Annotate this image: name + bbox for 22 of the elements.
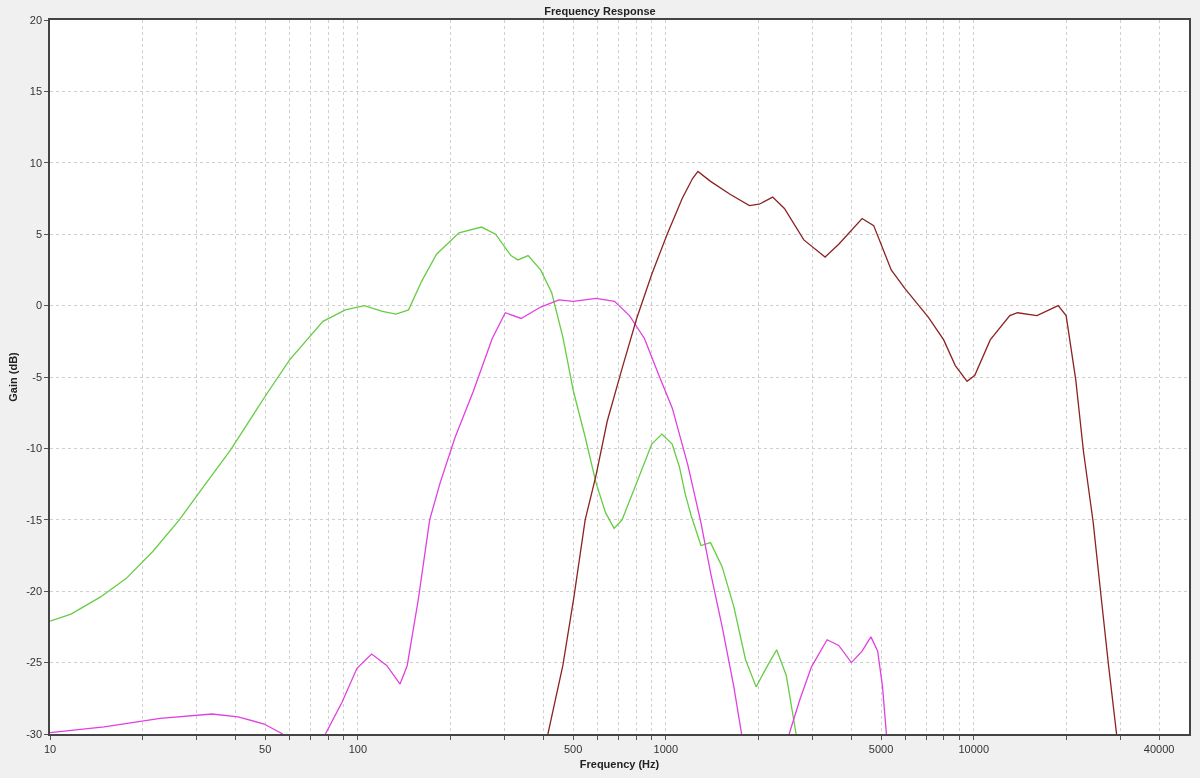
x-tick-label: 40000 xyxy=(1143,742,1175,755)
y-tick-label: -15 xyxy=(26,513,43,526)
y-tick-label: 15 xyxy=(29,85,43,98)
y-tick-label: 5 xyxy=(35,228,43,241)
y-tick-label: -20 xyxy=(26,585,43,598)
y-tick-label: -10 xyxy=(26,442,43,455)
x-tick-label: 10 xyxy=(43,742,57,755)
x-tick-label: 500 xyxy=(563,742,583,755)
y-tick-label: 0 xyxy=(35,299,43,312)
y-tick-label: 20 xyxy=(29,13,43,26)
x-tick-label: 1000 xyxy=(653,742,679,755)
y-tick-label: -25 xyxy=(26,656,43,669)
x-tick-label: 10000 xyxy=(958,742,990,755)
y-tick-label: 10 xyxy=(29,156,43,169)
chart-title: Frequency Response xyxy=(544,4,656,17)
y-tick-label: -5 xyxy=(32,370,43,383)
y-tick-label: -30 xyxy=(26,727,43,740)
x-axis-title: Frequency (Hz) xyxy=(579,757,660,770)
x-tick-label: 50 xyxy=(259,742,272,755)
x-tick-label: 5000 xyxy=(868,742,894,755)
y-axis-title: Gain (dB) xyxy=(7,351,20,402)
x-tick-label: 100 xyxy=(348,742,368,755)
